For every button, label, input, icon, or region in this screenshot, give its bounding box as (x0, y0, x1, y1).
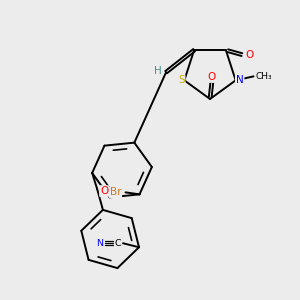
Text: N: N (236, 75, 244, 85)
Text: C: C (115, 239, 121, 248)
Text: S: S (178, 75, 184, 85)
Text: O: O (246, 50, 254, 60)
Text: O: O (100, 186, 108, 196)
Text: H: H (154, 66, 162, 76)
Text: N: N (97, 239, 104, 248)
Text: O: O (208, 72, 216, 82)
Text: Br: Br (110, 188, 121, 197)
Text: CH₃: CH₃ (255, 72, 272, 81)
